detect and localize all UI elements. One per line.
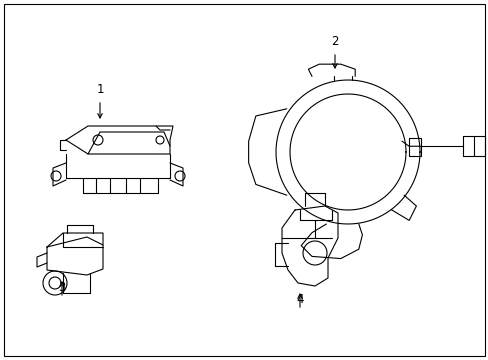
Text: 3: 3 <box>58 281 65 294</box>
Text: 2: 2 <box>330 35 338 48</box>
Text: 4: 4 <box>296 293 303 306</box>
Text: 1: 1 <box>96 83 103 96</box>
